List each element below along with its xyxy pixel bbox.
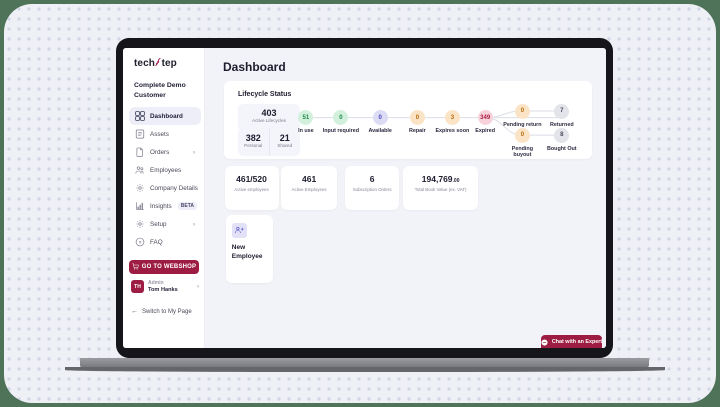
svg-text:?: ? bbox=[139, 240, 142, 245]
